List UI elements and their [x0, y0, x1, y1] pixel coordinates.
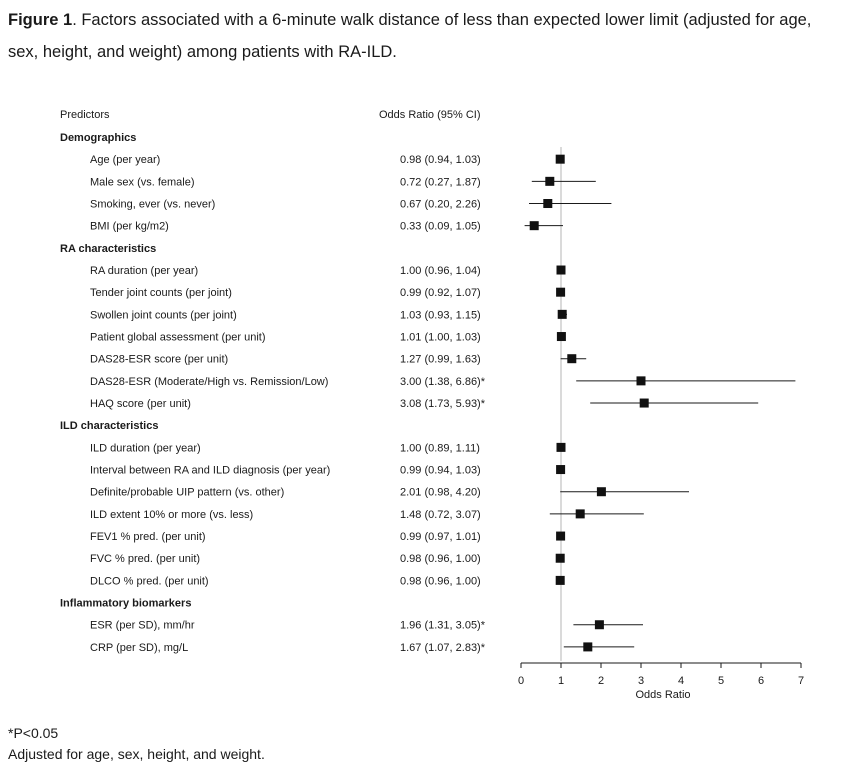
odds-ratio-value: 0.99 (0.92, 1.07) [400, 287, 481, 299]
odds-ratio-header: Odds Ratio (95% CI) [379, 109, 480, 121]
odds-ratio-marker [636, 376, 646, 386]
odds-ratio-value: 1.67 (1.07, 2.83)* [400, 642, 486, 654]
odds-ratio-marker [557, 309, 567, 319]
x-axis: 0 1 2 3 4 5 6 7 [518, 662, 804, 687]
group-heading: Inflammatory biomarkers [60, 598, 191, 610]
odds-ratio-marker [639, 398, 649, 408]
x-tick-label: 2 [598, 675, 604, 687]
group-heading: Demographics [60, 132, 136, 144]
odds-ratio-marker [575, 509, 585, 519]
odds-ratio-value: 0.33 (0.09, 1.05) [400, 221, 481, 233]
odds-ratio-value: 3.08 (1.73, 5.93)* [400, 398, 486, 410]
odds-ratio-value: 1.01 (1.00, 1.03) [400, 332, 481, 344]
predictor-label: FVC % pred. (per unit) [90, 553, 200, 565]
predictor-label: FEV1 % pred. (per unit) [90, 531, 206, 543]
x-tick-label: 1 [558, 675, 564, 687]
predictor-label: ILD duration (per year) [90, 442, 201, 454]
figure-caption-text: . Factors associated with a 6-minute wal… [8, 11, 812, 61]
odds-ratio-marker [594, 620, 604, 630]
x-tick-label: 6 [758, 675, 764, 687]
x-tick-label: 7 [798, 675, 804, 687]
predictor-label: RA duration (per year) [90, 265, 198, 277]
odds-ratio-marker [556, 531, 566, 541]
odds-ratio-value: 0.67 (0.20, 2.26) [400, 199, 481, 211]
odds-ratio-marker [555, 553, 565, 563]
predictor-label: BMI (per kg/m2) [90, 221, 169, 233]
odds-ratio-marker [556, 332, 566, 342]
predictor-label: Smoking, ever (vs. never) [90, 199, 215, 211]
odds-ratio-value: 1.03 (0.93, 1.15) [400, 309, 481, 321]
odds-ratio-marker [543, 199, 553, 209]
odds-ratio-value: 2.01 (0.98, 4.20) [400, 487, 481, 499]
footnote-adjustment: Adjusted for age, sex, height, and weigh… [8, 746, 265, 762]
predictor-label: DAS28-ESR (Moderate/High vs. Remission/L… [90, 376, 328, 388]
odds-ratio-value: 1.00 (0.89, 1.11) [400, 442, 480, 454]
odds-ratio-value: 1.48 (0.72, 3.07) [400, 509, 481, 521]
predictor-label: ILD extent 10% or more (vs. less) [90, 509, 253, 521]
predictor-label: Tender joint counts (per joint) [90, 287, 232, 299]
odds-ratio-value: 0.98 (0.96, 1.00) [400, 553, 481, 565]
odds-ratio-value: 3.00 (1.38, 6.86)* [400, 376, 486, 388]
predictor-label: DLCO % pred. (per unit) [90, 575, 209, 587]
group-heading: RA characteristics [60, 243, 156, 255]
odds-ratio-marker [556, 465, 566, 475]
predictor-label: Age (per year) [90, 154, 160, 166]
odds-ratio-value: 1.00 (0.96, 1.04) [400, 265, 481, 277]
group-heading: ILD characteristics [60, 420, 158, 432]
odds-ratio-marker [567, 354, 577, 364]
predictor-label: CRP (per SD), mg/L [90, 642, 188, 654]
odds-ratio-marker [556, 265, 566, 275]
odds-ratio-marker [545, 176, 555, 186]
forest-rows: Demographics Age (per year) 0.98 (0.94, 1.… [60, 132, 796, 661]
odds-ratio-marker [555, 575, 565, 585]
odds-ratio-marker [555, 154, 565, 164]
odds-ratio-value: 1.27 (0.99, 1.63) [400, 354, 481, 366]
odds-ratio-value: 1.96 (1.31, 3.05)* [400, 620, 486, 632]
odds-ratio-marker [596, 487, 606, 497]
predictor-label: Patient global assessment (per unit) [90, 332, 265, 344]
odds-ratio-marker [583, 642, 593, 652]
predictors-header: Predictors [60, 109, 110, 121]
x-tick-label: 0 [518, 675, 524, 687]
predictor-label: DAS28-ESR score (per unit) [90, 354, 228, 366]
x-tick-label: 4 [678, 675, 684, 687]
predictor-label: Swollen joint counts (per joint) [90, 309, 237, 321]
odds-ratio-value: 0.98 (0.96, 1.00) [400, 575, 481, 587]
odds-ratio-value: 0.99 (0.97, 1.01) [400, 531, 481, 543]
predictor-label: Interval between RA and ILD diagnosis (p… [90, 465, 330, 477]
odds-ratio-marker [556, 287, 566, 297]
x-tick-label: 5 [718, 675, 724, 687]
footnote-significance: *P<0.05 [8, 725, 59, 741]
x-tick-label: 3 [638, 675, 644, 687]
odds-ratio-marker [556, 442, 566, 452]
predictor-label: ESR (per SD), mm/hr [90, 620, 195, 632]
odds-ratio-value: 0.72 (0.27, 1.87) [400, 176, 481, 188]
predictor-label: Definite/probable UIP pattern (vs. other… [90, 487, 284, 499]
predictor-label: Male sex (vs. female) [90, 176, 195, 188]
odds-ratio-value: 0.98 (0.94, 1.03) [400, 154, 481, 166]
odds-ratio-value: 0.99 (0.94, 1.03) [400, 465, 481, 477]
x-axis-label: Odds Ratio [635, 689, 690, 701]
predictor-label: HAQ score (per unit) [90, 398, 191, 410]
figure-label: Figure 1 [8, 11, 73, 29]
figure-caption: Figure 1. Factors associated with a 6-mi… [8, 4, 836, 68]
odds-ratio-marker [529, 221, 539, 231]
